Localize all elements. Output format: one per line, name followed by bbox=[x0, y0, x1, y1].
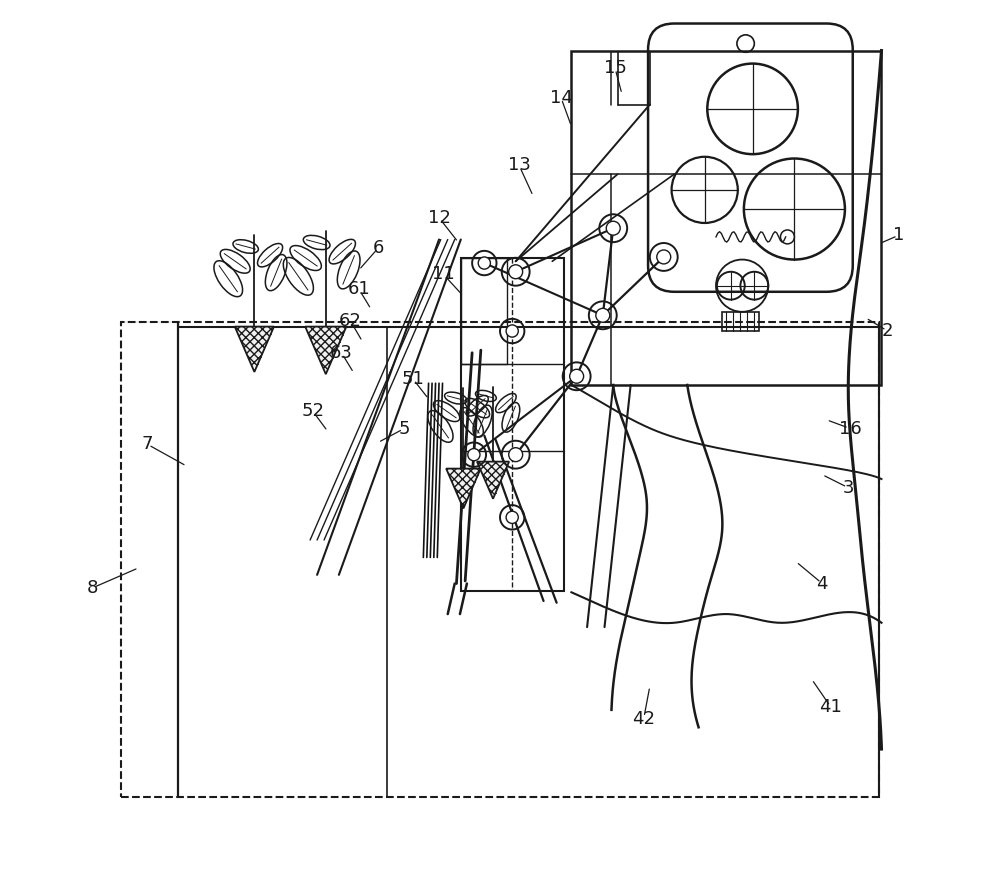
Text: 3: 3 bbox=[843, 479, 854, 496]
Circle shape bbox=[468, 449, 480, 461]
Circle shape bbox=[606, 221, 620, 235]
Text: 52: 52 bbox=[301, 402, 324, 420]
Text: 11: 11 bbox=[432, 266, 455, 283]
Polygon shape bbox=[235, 327, 274, 372]
Text: 5: 5 bbox=[398, 420, 410, 437]
Circle shape bbox=[509, 265, 523, 279]
Text: 1: 1 bbox=[893, 226, 905, 244]
Circle shape bbox=[506, 325, 518, 337]
Polygon shape bbox=[446, 469, 481, 509]
Text: 51: 51 bbox=[401, 370, 424, 388]
Text: 63: 63 bbox=[330, 344, 353, 361]
Bar bbox=[461, 258, 564, 591]
Text: 12: 12 bbox=[428, 209, 450, 226]
Text: 7: 7 bbox=[141, 436, 153, 453]
Polygon shape bbox=[477, 462, 509, 499]
Bar bbox=[722, 312, 759, 331]
Circle shape bbox=[657, 250, 671, 264]
Bar bbox=[571, 51, 881, 385]
Text: 2: 2 bbox=[882, 322, 893, 340]
Text: 8: 8 bbox=[87, 579, 98, 597]
Text: 14: 14 bbox=[550, 89, 572, 106]
Text: 13: 13 bbox=[508, 157, 531, 174]
Polygon shape bbox=[305, 327, 346, 375]
Text: 16: 16 bbox=[839, 420, 862, 437]
Text: 15: 15 bbox=[604, 59, 626, 77]
Bar bbox=[461, 258, 507, 364]
Circle shape bbox=[596, 308, 610, 322]
Circle shape bbox=[509, 448, 523, 462]
Bar bbox=[121, 322, 879, 797]
Circle shape bbox=[478, 257, 490, 269]
Text: 4: 4 bbox=[817, 575, 828, 592]
Text: 62: 62 bbox=[339, 312, 362, 329]
Text: 41: 41 bbox=[820, 699, 842, 716]
Circle shape bbox=[506, 511, 518, 523]
Text: 42: 42 bbox=[632, 710, 655, 727]
Text: 61: 61 bbox=[348, 280, 370, 298]
Circle shape bbox=[570, 369, 584, 383]
Text: 6: 6 bbox=[372, 240, 384, 257]
